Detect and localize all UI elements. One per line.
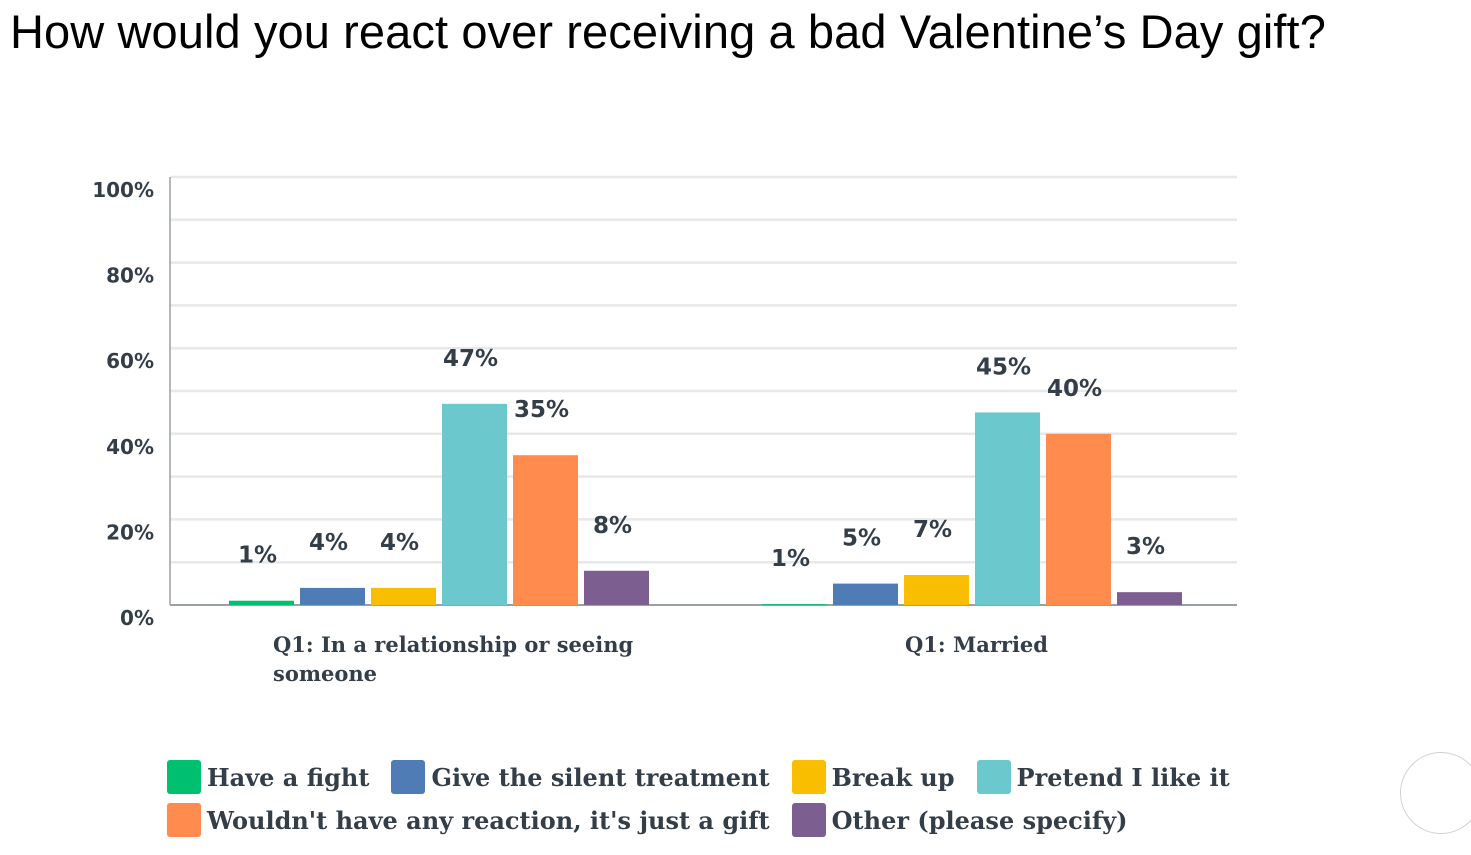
bar (975, 412, 1040, 605)
bar (904, 575, 969, 605)
legend-label: Give the silent treatment (431, 762, 770, 792)
y-tick-label: 100% (92, 178, 154, 202)
data-label: 47% (443, 346, 498, 372)
data-label: 1% (238, 543, 277, 569)
bar (833, 583, 898, 605)
chart-legend: Have a fight Give the silent treatment Bre… (167, 757, 1267, 843)
category-label: Q1: In a relationship or seeing (273, 632, 633, 657)
legend-label: Wouldn't have any reaction, it's just a … (207, 805, 770, 835)
category-label: Q1: Married (905, 632, 1048, 657)
data-label: 35% (514, 397, 569, 423)
bar (1117, 592, 1182, 605)
bar (371, 587, 436, 605)
bar (229, 600, 294, 605)
data-label: 5% (842, 526, 881, 552)
legend-label: Break up (831, 762, 955, 792)
legend-item: Give the silent treatment (391, 760, 770, 794)
data-label: 4% (309, 530, 348, 556)
y-tick-label: 20% (106, 520, 154, 544)
legend-item: Other (please specify) (791, 803, 1128, 837)
legend-label: Other (please specify) (831, 805, 1128, 835)
legend-swatch (976, 760, 1011, 794)
y-tick-label: 40% (106, 435, 154, 459)
page-title: How would you react over receiving a bad… (10, 5, 1326, 58)
y-tick-label: 0% (120, 606, 154, 630)
data-label: 7% (913, 517, 952, 543)
bar (1046, 433, 1111, 605)
legend-swatch (791, 803, 826, 837)
legend-item: Break up (791, 760, 955, 794)
legend-swatch (791, 760, 826, 794)
data-label: 40% (1047, 376, 1102, 402)
legend-row: Have a fight Give the silent treatment Bre… (167, 757, 1267, 797)
legend-swatch (391, 760, 426, 794)
legend-label: Have a fight (207, 762, 370, 792)
circle-button[interactable] (1400, 752, 1471, 834)
bar (513, 455, 578, 605)
data-label: 3% (1126, 534, 1165, 560)
bar (762, 604, 827, 605)
data-label: 1% (771, 546, 810, 572)
bar (300, 587, 365, 605)
legend-swatch (167, 803, 201, 837)
legend-row: Wouldn't have any reaction, it's just a … (167, 800, 1267, 840)
legend-swatch (167, 760, 201, 794)
legend-item: Have a fight (167, 760, 369, 794)
legend-item: Pretend I like it (976, 760, 1230, 794)
legend-item: Wouldn't have any reaction, it's just a … (167, 803, 770, 837)
bar (442, 403, 507, 605)
category-label: someone (273, 661, 377, 686)
y-tick-label: 60% (106, 349, 154, 373)
data-label: 8% (593, 513, 632, 539)
data-label: 45% (976, 354, 1031, 380)
data-label: 4% (380, 530, 419, 556)
y-tick-label: 80% (106, 264, 154, 288)
legend-label: Pretend I like it (1016, 762, 1230, 792)
bar (584, 570, 649, 605)
bar-chart: 100% 80% 60% 40% 20% 0% 1% 4% 4% 47% 35% 8% Q1: In a… (92, 175, 1237, 686)
